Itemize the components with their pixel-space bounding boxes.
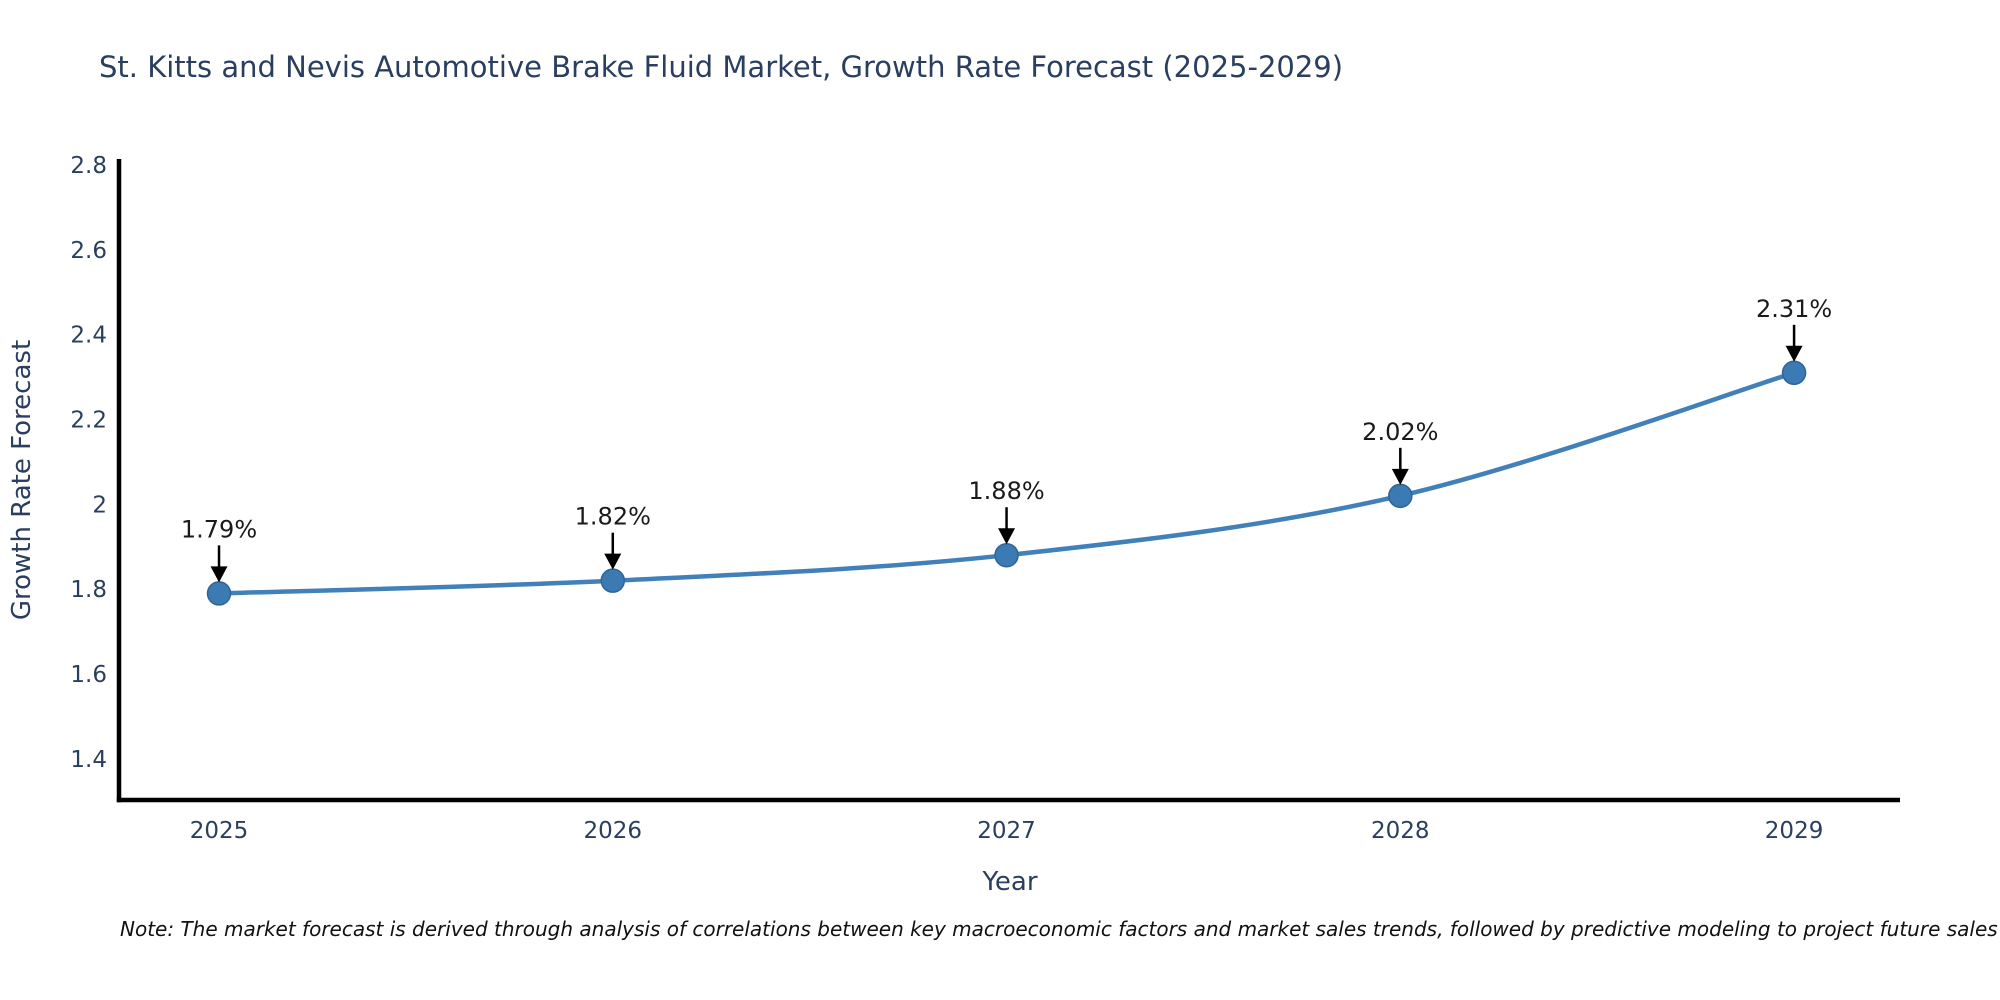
x-tick-label: 2026 [584,818,643,844]
annotation-arrowhead-icon [604,553,622,570]
y-tick-label: 2.2 [70,408,107,434]
data-point-marker [206,581,232,606]
data-point-marker [1388,483,1413,509]
annotation-label: 2.31% [1756,295,1832,323]
annotation-arrowhead-icon [210,566,228,583]
footnote: Note: The market forecast is derived thr… [120,917,1998,941]
annotation-arrowhead-icon [1391,468,1409,485]
chart-title: St. Kitts and Nevis Automotive Brake Flu… [99,50,1344,84]
y-tick-label: 1.8 [70,577,107,603]
annotation-label: 1.82% [575,503,651,531]
x-tick-label: 2027 [977,818,1036,844]
data-point-marker [1781,360,1807,386]
y-tick-label: 1.4 [70,747,107,773]
y-tick-label: 2.8 [70,153,107,179]
x-axis-title: Year [981,867,1037,897]
data-point-marker [600,568,626,593]
annotation-arrowhead-icon [1785,345,1803,362]
axes-group [116,159,1900,803]
y-tick-label: 2.4 [70,323,107,349]
x-tick-label: 2025 [190,818,249,844]
annotations-group: 1.79% 1.82% 1.88% 2.02% 2.31% [181,295,1832,583]
x-tick-label: 2029 [1765,818,1824,844]
y-tick-label: 1.6 [70,662,107,688]
y-axis-title: Growth Rate Forecast [7,340,37,620]
x-tick-label: 2028 [1371,818,1430,844]
y-tick-labels-group: 1.4 1.6 1.8 2 2.2 2.4 2.6 2.8 [70,153,107,773]
annotation-arrowhead-icon [998,528,1016,545]
y-tick-label: 2.6 [70,238,107,264]
annotation-label: 1.88% [968,477,1044,505]
y-tick-label: 2 [92,492,107,518]
annotation-label: 1.79% [181,515,257,543]
data-point-marker [994,542,1019,568]
x-tick-labels-group: 2025 2026 2027 2028 2029 [190,818,1824,844]
annotation-label: 2.02% [1362,418,1438,446]
